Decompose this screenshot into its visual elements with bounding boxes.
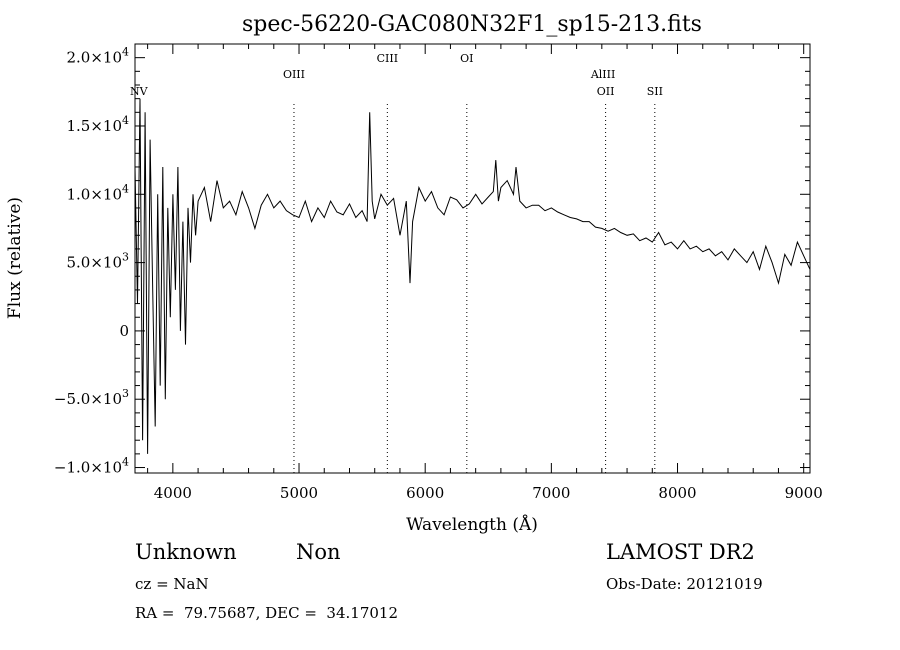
x-axis-label: Wavelength (Å) [406,514,538,535]
survey-label: LAMOST DR2 [606,540,755,564]
line-marker-label: OIII [283,68,305,81]
y-tick-label: −1.0×104 [54,456,129,477]
y-tick-labels: −1.0×104 −5.0×103 0 5.0×103 1.0×104 1.5×104 2.… [54,46,129,477]
y-tick-label: 5.0×103 [66,251,129,272]
x-tick-label: 4000 [154,484,192,502]
cz-label: cz = NaN [135,575,209,593]
x-tick-label: 7000 [532,484,570,502]
x-tick-label: 9000 [785,484,823,502]
line-marker-label: OI [460,52,473,65]
line-marker-label: AlIII [590,68,616,81]
line-marker-label: CIII [377,52,398,65]
line-markers: NV OIII CIII OI AlIII OII SII [130,52,663,473]
spectrum-line [134,98,811,454]
y-tick-label: 1.5×104 [66,114,129,135]
x-tick-label: 8000 [658,484,696,502]
chart-title: spec-56220-GAC080N32F1_sp15-213.fits [242,12,702,37]
subclass-label: Non [296,540,341,564]
y-axis-label: Flux (relative) [5,197,25,319]
x-tick-label: 6000 [406,484,444,502]
y-tick-label: −5.0×103 [54,387,129,408]
obs-date-label: Obs-Date: 20121019 [606,575,763,593]
axis-ticks [135,43,810,473]
plot-frame [134,43,811,474]
line-marker-label: NV [130,85,149,98]
y-tick-label: 2.0×104 [66,46,129,67]
x-tick-label: 5000 [280,484,318,502]
line-marker-label: SII [647,85,663,98]
y-tick-label: 1.0×104 [66,182,129,203]
line-marker-label: OII [597,85,615,98]
class-label: Unknown [135,540,237,564]
x-tick-labels: 4000 5000 6000 7000 8000 9000 [154,484,823,502]
radec-label: RA = 79.75687, DEC = 34.17012 [135,604,399,622]
y-tick-label: 0 [119,322,129,340]
